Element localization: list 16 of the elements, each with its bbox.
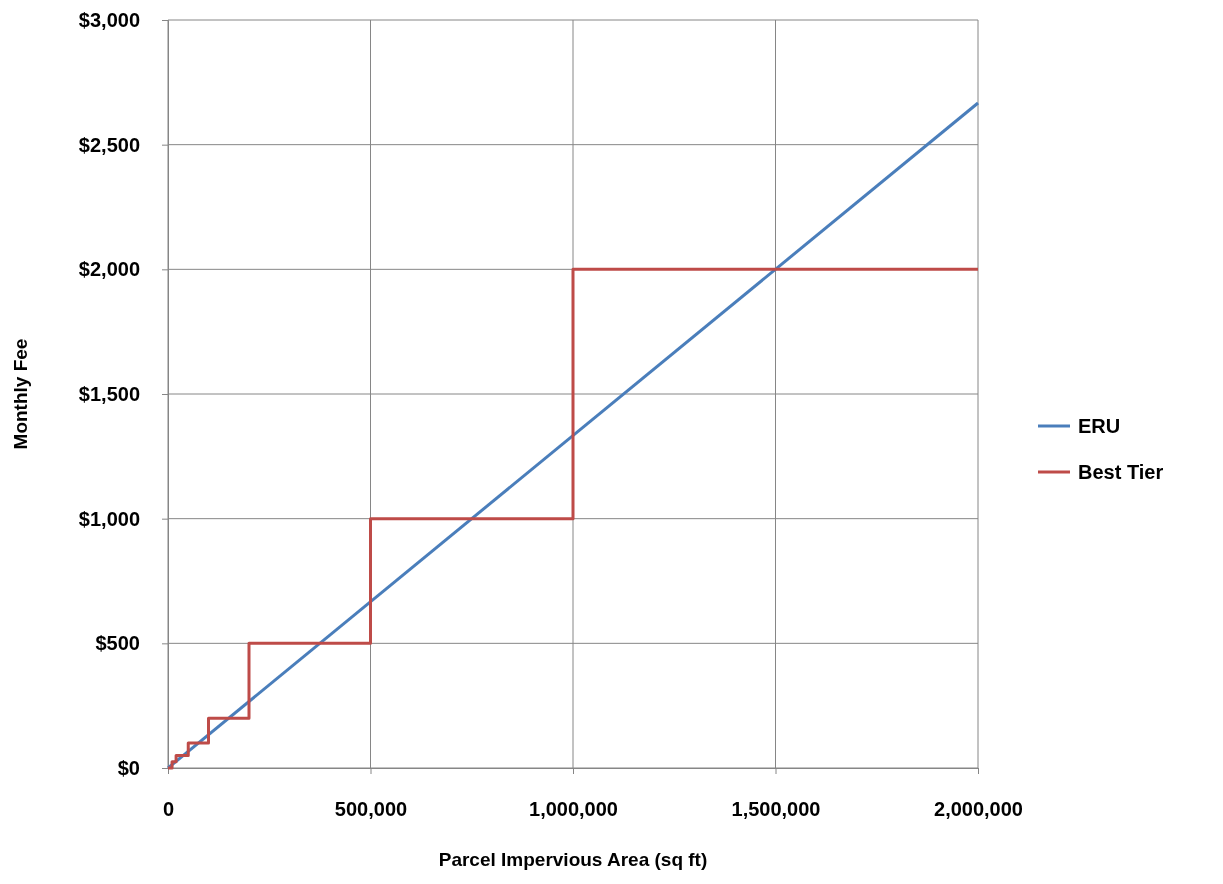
- y-tick-label: $0: [117, 756, 140, 779]
- x-tick-label: 2,000,000: [934, 798, 1023, 821]
- x-tick-label: 1,500,000: [731, 798, 821, 821]
- y-tick-label: $1,500: [78, 382, 140, 405]
- y-axis-title: Monthly Fee: [10, 338, 31, 450]
- y-tick-label: $1,000: [78, 507, 140, 530]
- legend-label: ERU: [1078, 415, 1121, 437]
- x-tick-label: 500,000: [334, 798, 408, 821]
- y-tick-label: $3,000: [78, 8, 140, 31]
- y-tick-label: $500: [95, 632, 140, 655]
- x-tick-label: 1,000,000: [529, 798, 618, 821]
- x-axis-title: Parcel Impervious Area (sq ft): [438, 849, 708, 870]
- y-tick-label: $2,500: [78, 133, 140, 156]
- legend-label: Best Tier: [1078, 461, 1164, 483]
- x-tick-label: 0: [162, 798, 175, 821]
- y-tick-label: $2,000: [78, 258, 140, 281]
